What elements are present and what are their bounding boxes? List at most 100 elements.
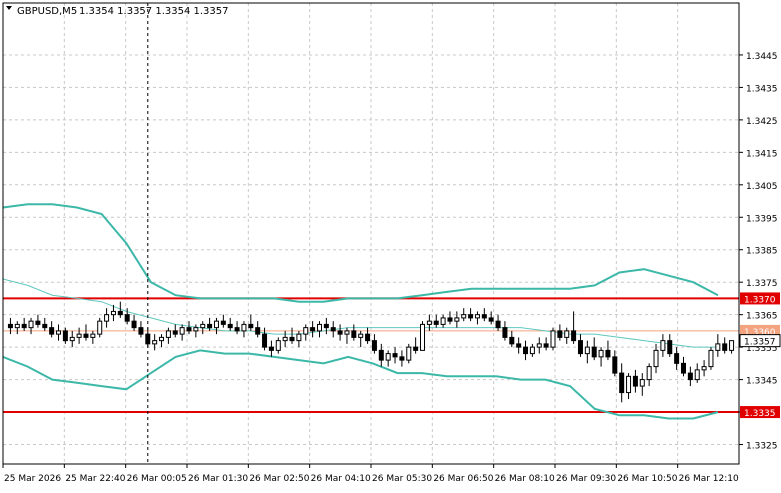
candle bbox=[365, 327, 371, 344]
candle-body-bear bbox=[172, 330, 178, 335]
y-tick-label: 1.3355 bbox=[746, 344, 778, 354]
price-axis: 1.3445 1.3435 1.3425 1.3415 1.3405 1.3395 1.33… bbox=[739, 52, 781, 452]
candle bbox=[193, 324, 199, 338]
candle bbox=[152, 334, 158, 351]
candle-body-bull bbox=[152, 340, 158, 345]
symbol-timeframe: GBPUSD,M5 bbox=[17, 6, 77, 17]
candle-body-bear bbox=[21, 323, 27, 329]
x-tick-label: 26 Mar 05:30 bbox=[372, 474, 432, 484]
candle bbox=[117, 301, 123, 318]
price-label-bg bbox=[740, 324, 780, 337]
candle bbox=[316, 321, 322, 338]
candle-body-bear bbox=[124, 314, 130, 322]
candle-body-bear bbox=[378, 349, 384, 361]
candle-body-bear bbox=[413, 346, 419, 351]
bollinger-bands bbox=[2, 203, 719, 420]
candle-body-bull bbox=[28, 320, 34, 329]
candle bbox=[440, 314, 446, 328]
candle-body-bull bbox=[179, 327, 185, 335]
candle bbox=[323, 317, 329, 335]
y-tick-label: 1.3415 bbox=[746, 149, 778, 159]
candle-body-bear bbox=[488, 317, 494, 322]
candle-body-bear bbox=[49, 327, 55, 335]
candle bbox=[729, 340, 735, 354]
candle bbox=[337, 324, 343, 341]
x-tick-label: 26 Mar 02:50 bbox=[249, 474, 309, 484]
candle-body-bull bbox=[406, 346, 412, 361]
y-tick-label: 1.3405 bbox=[746, 182, 778, 192]
candle bbox=[104, 308, 110, 328]
candle bbox=[639, 373, 645, 396]
current-price-bg bbox=[739, 334, 781, 348]
candle bbox=[186, 321, 192, 335]
candle bbox=[303, 324, 309, 341]
candle bbox=[62, 327, 68, 344]
candle-body-bear bbox=[612, 356, 618, 374]
candle-body-bear bbox=[495, 320, 501, 329]
candle bbox=[282, 330, 288, 348]
candle bbox=[227, 317, 233, 331]
bollinger-lower-band bbox=[2, 349, 719, 420]
candle bbox=[220, 314, 226, 328]
y-tick-label: 1.3395 bbox=[746, 214, 778, 224]
candle-body-bear bbox=[248, 323, 254, 329]
candle-body-bull bbox=[584, 346, 590, 355]
candle-body-bull bbox=[454, 317, 460, 322]
candle-body-bear bbox=[323, 323, 329, 329]
candle-body-bear bbox=[447, 317, 453, 322]
candle bbox=[591, 337, 597, 361]
candle-body-bull bbox=[358, 333, 364, 338]
candle-body-bull bbox=[316, 323, 322, 332]
candle-body-bull bbox=[564, 330, 570, 338]
candle-body-bear bbox=[722, 343, 728, 351]
y-tick-label: 1.3375 bbox=[746, 279, 778, 289]
candle-body-bear bbox=[577, 340, 583, 355]
candle bbox=[502, 321, 508, 341]
candle bbox=[248, 314, 254, 331]
candle-body-bull bbox=[241, 323, 247, 332]
candle-body-bear bbox=[481, 314, 487, 319]
candle-body-bull bbox=[275, 340, 281, 351]
price-label-bg bbox=[740, 292, 780, 305]
candle bbox=[461, 308, 467, 322]
candle-body-bull bbox=[474, 314, 480, 319]
candle bbox=[7, 317, 13, 335]
candle bbox=[660, 334, 666, 357]
candle bbox=[392, 347, 398, 364]
candle-body-bear bbox=[365, 333, 371, 342]
candle bbox=[124, 308, 130, 325]
candle bbox=[131, 314, 137, 331]
candle bbox=[14, 321, 20, 335]
candle-body-bear bbox=[330, 327, 336, 332]
candle bbox=[351, 324, 357, 341]
candle-body-bear bbox=[310, 327, 316, 332]
dropdown-triangle-icon[interactable] bbox=[6, 6, 12, 10]
candle-body-bear bbox=[186, 327, 192, 332]
y-tick-label: 1.3425 bbox=[746, 117, 778, 127]
candle bbox=[619, 363, 625, 403]
candle-body-bull bbox=[440, 317, 446, 325]
candle-body-bull bbox=[426, 320, 432, 325]
candle bbox=[667, 334, 673, 357]
candle-body-bear bbox=[262, 333, 268, 348]
candle-body-bull bbox=[708, 349, 714, 368]
candle-body-bear bbox=[255, 327, 261, 335]
candle-body-bull bbox=[536, 343, 542, 348]
x-tick-label: 25 Mar 22:40 bbox=[65, 474, 125, 484]
candle bbox=[577, 334, 583, 357]
candle bbox=[69, 330, 75, 348]
candle bbox=[626, 373, 632, 400]
x-tick-label: 26 Mar 10:50 bbox=[617, 474, 677, 484]
candle-body-bear bbox=[516, 343, 522, 348]
candle bbox=[632, 369, 638, 393]
candle-body-bull bbox=[420, 323, 426, 351]
candle-body-bear bbox=[591, 346, 597, 358]
candle-body-bear bbox=[62, 330, 68, 342]
candle-body-bull bbox=[701, 366, 707, 371]
y-tick-label: 1.3445 bbox=[746, 52, 778, 62]
candle-body-bear bbox=[289, 336, 295, 342]
candle-body-bear bbox=[680, 362, 686, 374]
candle-body-bear bbox=[227, 323, 233, 329]
